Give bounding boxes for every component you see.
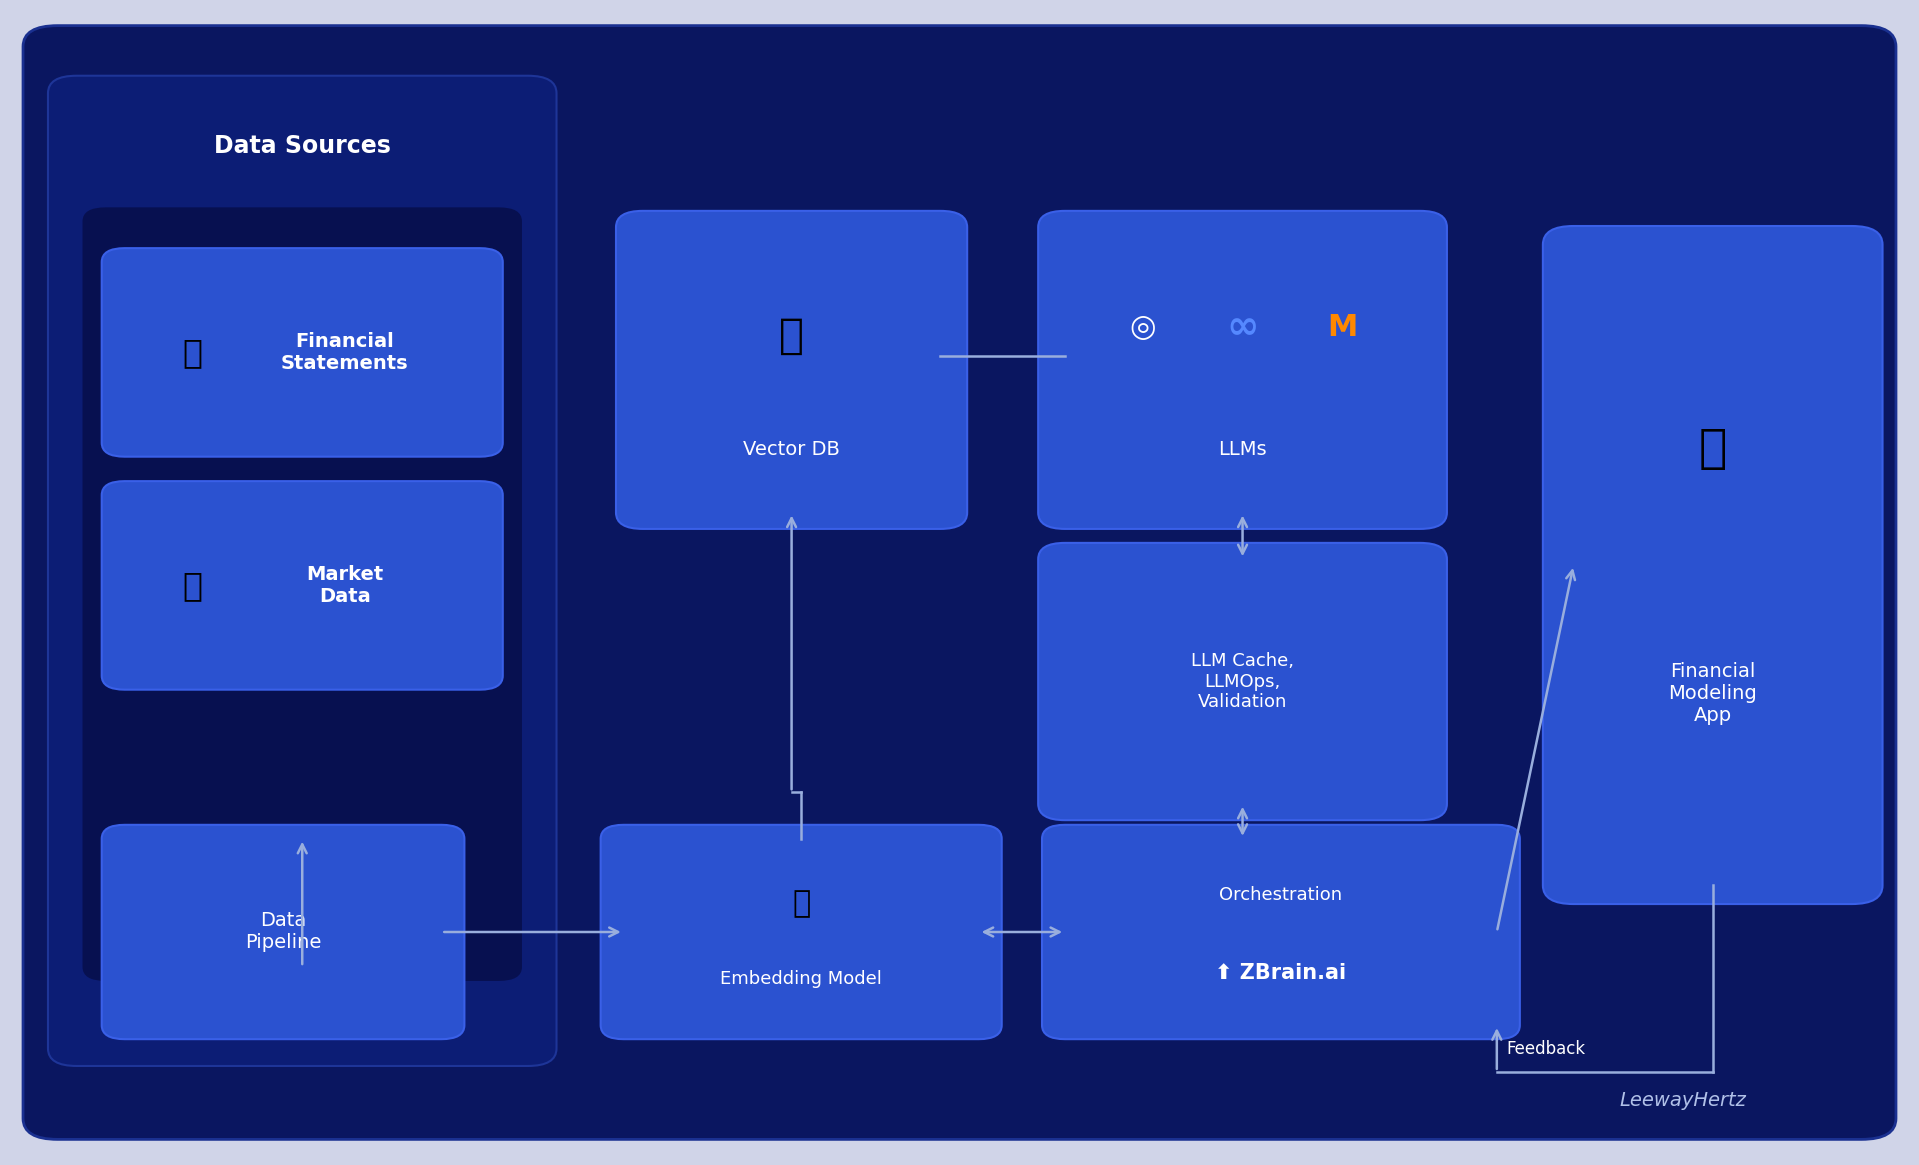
Text: Data Sources: Data Sources (213, 134, 391, 157)
FancyBboxPatch shape (23, 26, 1896, 1139)
FancyBboxPatch shape (102, 481, 503, 690)
Text: 📱: 📱 (1698, 428, 1727, 472)
Text: Orchestration: Orchestration (1219, 885, 1343, 904)
FancyBboxPatch shape (601, 825, 1002, 1039)
Text: ⬆ ZBrain.ai: ⬆ ZBrain.ai (1215, 963, 1347, 983)
Text: Vector DB: Vector DB (743, 440, 841, 459)
FancyBboxPatch shape (48, 76, 557, 1066)
FancyBboxPatch shape (83, 207, 522, 981)
FancyBboxPatch shape (102, 825, 464, 1039)
FancyBboxPatch shape (102, 248, 503, 457)
FancyBboxPatch shape (1038, 211, 1447, 529)
Text: M: M (1326, 312, 1357, 341)
Text: 🗃️: 🗃️ (779, 315, 804, 356)
FancyBboxPatch shape (1042, 825, 1520, 1039)
FancyBboxPatch shape (1543, 226, 1883, 904)
Text: Feedback: Feedback (1506, 1039, 1585, 1058)
Text: Data
Pipeline: Data Pipeline (246, 911, 320, 953)
Text: 💠: 💠 (793, 890, 810, 918)
Text: LLM Cache,
LLMOps,
Validation: LLM Cache, LLMOps, Validation (1192, 651, 1293, 712)
FancyBboxPatch shape (616, 211, 967, 529)
Text: ◎: ◎ (1130, 312, 1157, 341)
Text: 📊: 📊 (182, 336, 201, 369)
Text: ∞: ∞ (1226, 308, 1259, 346)
Text: 📈: 📈 (182, 569, 201, 602)
Text: Market
Data: Market Data (307, 565, 384, 606)
Text: LLMs: LLMs (1219, 440, 1267, 459)
Text: LeewayHertz: LeewayHertz (1620, 1092, 1746, 1110)
Text: Financial
Modeling
App: Financial Modeling App (1668, 662, 1758, 725)
FancyBboxPatch shape (1038, 543, 1447, 820)
Text: Embedding Model: Embedding Model (720, 969, 883, 988)
Text: Financial
Statements: Financial Statements (280, 332, 409, 373)
